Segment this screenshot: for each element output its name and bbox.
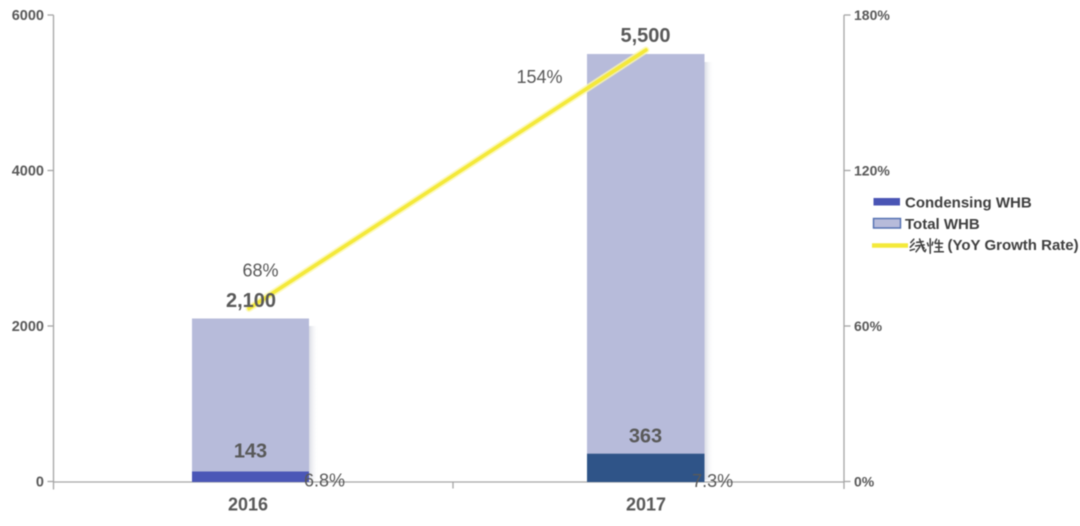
svg-text:7.3%: 7.3% (692, 471, 733, 491)
svg-text:5,500: 5,500 (620, 25, 670, 47)
svg-text:Condensing WHB: Condensing WHB (905, 194, 1032, 211)
svg-text:180%: 180% (854, 7, 890, 23)
svg-text:120%: 120% (854, 163, 890, 179)
svg-text:154%: 154% (516, 67, 562, 87)
svg-text:(YoY Growth Rate): (YoY Growth Rate) (948, 237, 1079, 254)
svg-text:60%: 60% (854, 318, 883, 334)
svg-text:6.8%: 6.8% (304, 471, 345, 491)
svg-text:143: 143 (234, 441, 267, 463)
svg-text:2,100: 2,100 (226, 290, 276, 312)
svg-text:6000: 6000 (12, 8, 44, 24)
svg-text:0: 0 (36, 475, 44, 491)
svg-text:363: 363 (629, 426, 662, 448)
svg-text:2000: 2000 (12, 319, 44, 335)
svg-text:68%: 68% (242, 261, 278, 281)
svg-text:Total WHB: Total WHB (905, 216, 980, 233)
svg-text:2016: 2016 (228, 495, 268, 515)
svg-text:4000: 4000 (12, 164, 44, 180)
svg-text:0%: 0% (854, 474, 875, 490)
svg-text:2017: 2017 (626, 495, 666, 515)
